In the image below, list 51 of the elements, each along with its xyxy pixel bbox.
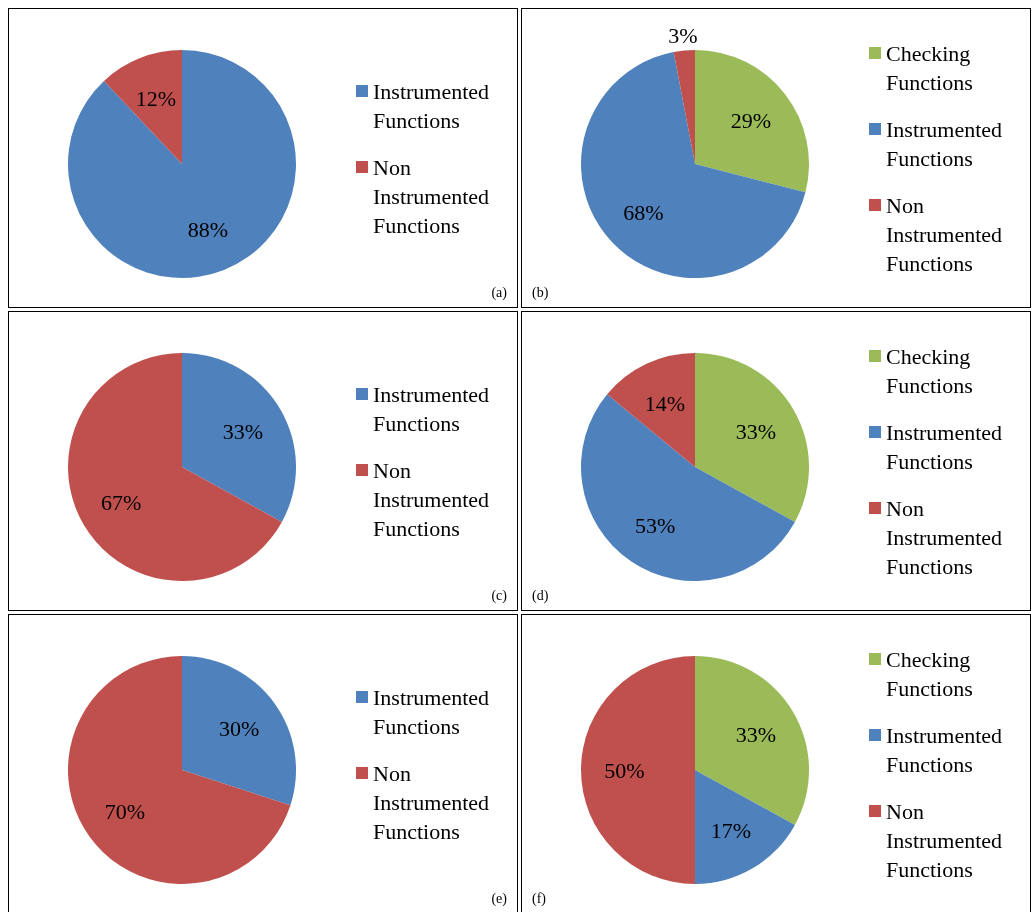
pie-slice	[581, 656, 695, 884]
data-label: 33%	[735, 721, 776, 747]
data-label: 33%	[735, 418, 776, 444]
pie-slice	[182, 656, 296, 806]
data-label: 70%	[104, 799, 145, 825]
data-label: 88%	[187, 217, 229, 243]
pie-slice	[673, 50, 695, 164]
pie-slice	[68, 656, 291, 884]
data-label: 12%	[135, 85, 177, 111]
data-label: 67%	[101, 490, 142, 516]
pie-slice	[695, 770, 795, 884]
text: (a)	[491, 285, 507, 301]
pie-slice	[182, 353, 296, 522]
legend-label: Instrumented Functions	[886, 418, 1004, 476]
text: (f)	[532, 891, 546, 907]
data-label: 68%	[623, 199, 664, 225]
pie-slice	[695, 50, 809, 193]
pie-slice	[607, 353, 695, 467]
pie-slice	[103, 50, 182, 164]
pie-slice	[695, 656, 809, 825]
pie-slice	[68, 353, 282, 581]
pie-slice	[581, 394, 795, 581]
text: (d)	[532, 588, 549, 604]
text: (e)	[491, 891, 507, 907]
data-label: 14%	[644, 390, 686, 416]
data-label: 50%	[604, 757, 645, 783]
legend-label: Checking Functions	[886, 39, 974, 97]
data-label: 3%	[668, 23, 698, 49]
pie-slice	[68, 50, 296, 278]
data-label: 53%	[635, 512, 676, 538]
legend-label: Instrumented Functions	[373, 77, 491, 135]
legend-label: Instrumented Functions	[886, 721, 1004, 779]
legend-label: Non Instrumented Functions	[373, 456, 491, 543]
legend-label: Non Instrumented Functions	[373, 153, 491, 240]
text: (b)	[532, 285, 549, 301]
pie-slice	[695, 353, 809, 522]
legend-label: Non Instrumented Functions	[886, 797, 1004, 884]
legend-label: Instrumented Functions	[886, 115, 1004, 173]
legend-label: Checking Functions	[886, 645, 974, 703]
data-label: 29%	[730, 108, 772, 134]
legend-label: Instrumented Functions	[373, 683, 491, 741]
pie-slice	[581, 52, 806, 278]
legend-label: Non Instrumented Functions	[373, 759, 491, 846]
legend-label: Checking Functions	[886, 342, 974, 400]
legend-label: Non Instrumented Functions	[886, 494, 1004, 581]
legend-label: Non Instrumented Functions	[886, 191, 1004, 278]
text: (c)	[491, 588, 507, 604]
data-label: 17%	[710, 818, 752, 844]
legend-label: Instrumented Functions	[373, 380, 491, 438]
data-label: 30%	[219, 715, 260, 741]
data-label: 33%	[222, 418, 263, 444]
